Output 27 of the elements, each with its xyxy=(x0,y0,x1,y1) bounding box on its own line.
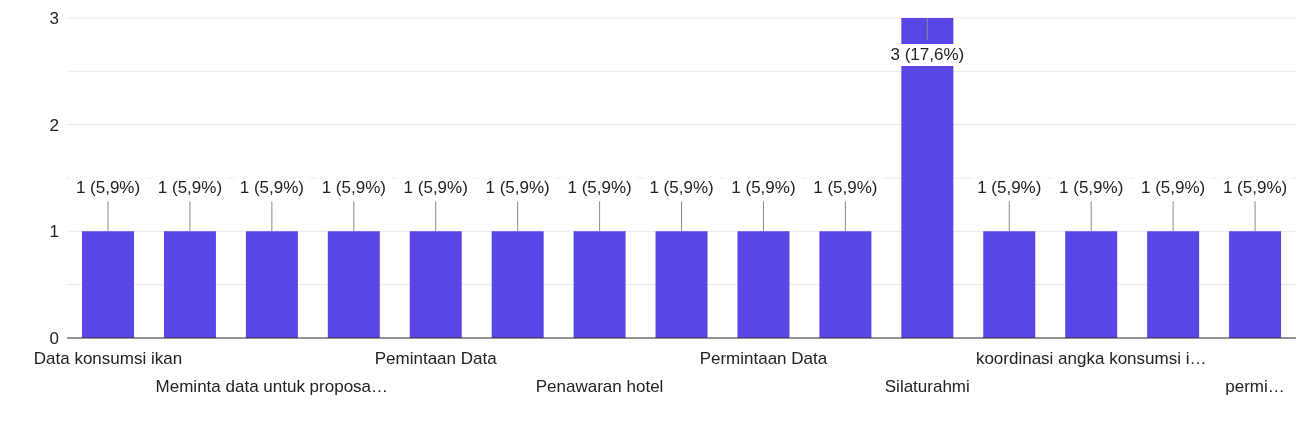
y-tick-label: 1 xyxy=(49,222,59,242)
y-tick-label: 0 xyxy=(49,329,59,348)
data-label: 1 (5,9%) xyxy=(75,178,141,198)
data-label: 1 (5,9%) xyxy=(239,178,304,198)
data-label: 1 (5,9%) xyxy=(1141,178,1206,198)
x-tick-label: Meminta data untuk proposa… xyxy=(155,377,389,396)
x-tick-label: Silaturahmi xyxy=(884,377,970,396)
data-label: 1 (5,9%) xyxy=(567,178,632,198)
y-tick-label: 2 xyxy=(49,115,59,135)
x-tick-label: Data konsumsi ikan xyxy=(33,349,183,368)
data-label: 1 (5,9%) xyxy=(321,178,386,198)
data-label: 1 (5,9%) xyxy=(1222,178,1288,198)
data-label: 1 (5,9%) xyxy=(813,178,878,198)
x-tick-label: Permintaan Data xyxy=(699,349,828,368)
x-tick-label: koordinasi angka konsumsi i… xyxy=(975,349,1207,368)
data-label: 1 (5,9%) xyxy=(157,178,223,198)
data-label: 1 (5,9%) xyxy=(485,178,550,198)
data-label: 3 (17,6%) xyxy=(890,45,965,64)
data-label: 1 (5,9%) xyxy=(649,178,714,198)
data-label: 1 (5,9%) xyxy=(731,178,796,198)
x-tick-label: Pemintaan Data xyxy=(374,349,498,368)
data-label: 1 (5,9%) xyxy=(403,178,468,198)
data-label: 1 (5,9%) xyxy=(1059,178,1124,198)
y-tick-label: 3 xyxy=(49,9,59,28)
x-tick-label: Penawaran hotel xyxy=(535,377,664,396)
x-tick-label: permi… xyxy=(1225,377,1285,396)
data-label: 1 (5,9%) xyxy=(977,178,1042,198)
